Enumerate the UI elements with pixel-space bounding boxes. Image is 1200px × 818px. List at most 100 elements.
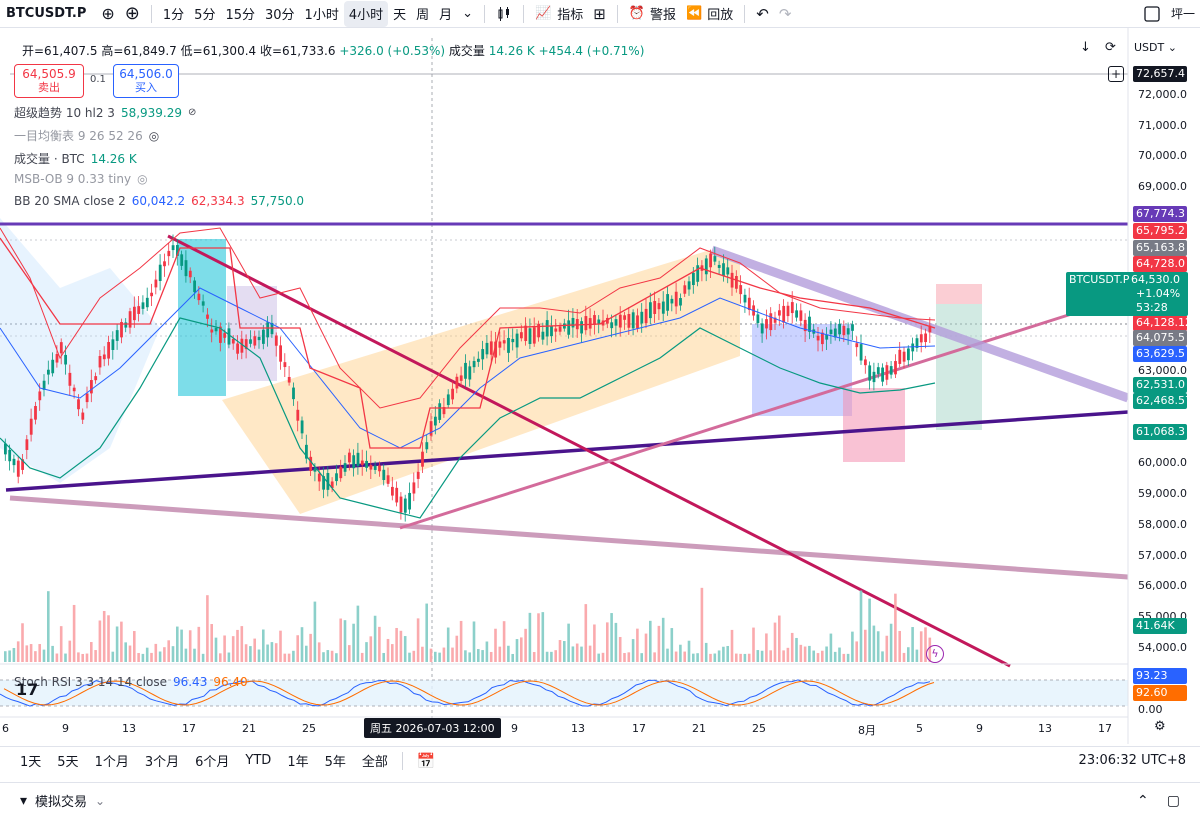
candle [799,310,803,321]
interval-1m[interactable]: 1分 [162,8,185,23]
volume-bar [421,646,424,662]
range-6m[interactable]: 6个月 [195,755,230,770]
range-1y[interactable]: 1年 [287,755,309,770]
volume-bar [120,621,123,662]
range-5d[interactable]: 5天 [57,755,79,770]
range-1d[interactable]: 1天 [20,755,42,770]
range-5y[interactable]: 5年 [324,755,346,770]
currency-selector[interactable]: USDT ⌄ [1134,41,1177,54]
volume-bar [507,645,510,662]
volume-bar [550,651,553,662]
redo-icon[interactable]: ↷ [778,4,792,23]
interval-month[interactable]: 月 [439,8,453,23]
layout-name[interactable]: 坪一 [1171,7,1196,21]
volume-bar [907,647,910,662]
layout-square-icon[interactable] [1138,1,1166,27]
maximize-icon[interactable]: ▢ [1166,792,1180,809]
candle [395,487,399,503]
candle [34,406,37,420]
lightning-icon[interactable]: ϟ [926,645,944,663]
add-symbol-button[interactable]: ⊕ [101,4,115,23]
sell-button[interactable]: 64,505.9 卖出 [14,64,84,98]
range-all[interactable]: 全部 [361,755,388,770]
footer-chevron-down-icon[interactable]: ⌄ [95,793,106,808]
interval-15m[interactable]: 15分 [225,8,255,23]
interval-1h[interactable]: 1小时 [304,8,339,23]
settings-gear-icon[interactable]: ⚙ [1154,719,1166,734]
indicators-button[interactable]: 📈 指标 [535,6,584,23]
volume-bar [253,638,256,662]
replay-button[interactable]: ⏪ 回放 [686,6,734,23]
interval-5m[interactable]: 5分 [194,8,216,23]
candle [825,334,829,340]
range-ytd[interactable]: YTD [245,753,272,768]
layouts-grid-icon[interactable]: ⊞ [593,4,606,23]
volume-bar [812,650,815,662]
candle [765,319,768,329]
volume-bar [799,644,803,662]
candle-type-icon[interactable] [491,1,517,27]
price-tag: 72,657.4 [1133,66,1187,82]
range-3m[interactable]: 3个月 [144,755,180,770]
candle [369,464,373,470]
stoch-rsi-legend[interactable]: Stoch RSI 3 3 14 14 close 96.43 96.40 [14,675,248,689]
volume-bar [270,642,274,662]
candle [644,308,648,324]
interval-dropdown-chevron-icon[interactable]: ⌄ [462,6,474,21]
range-1m[interactable]: 1个月 [94,755,129,770]
candle [498,341,502,348]
price-axis-label: 72,000.0 [1138,88,1187,101]
ichimoku-legend[interactable]: 一目均衡表 9 26 52 26 ◎ [14,128,160,144]
volume-bar [395,627,398,662]
volume-bar [696,653,699,662]
refresh-icon[interactable]: ⟳ [1105,40,1116,55]
volume-bar [679,644,682,662]
price-axis-label: 63,000.0 [1138,364,1187,378]
download-arrow-icon[interactable]: ↓ [1080,40,1091,55]
candle [481,349,485,360]
alert-button[interactable]: ⏰ 警报 [628,6,677,23]
compare-plus-icon[interactable]: ⊕ [124,3,140,24]
undo-icon[interactable]: ↶ [756,4,769,23]
volume-bar [335,653,338,662]
add-plus-icon[interactable]: + [1108,66,1124,82]
interval-week[interactable]: 周 [416,8,430,23]
volume-legend[interactable]: 成交量 · BTC 14.26 K [14,151,137,167]
interval-day[interactable]: 天 [393,8,407,23]
high-value: 高=61,849.7 [101,44,177,58]
price-chart[interactable] [0,28,1200,744]
candle [206,314,209,319]
buy-button[interactable]: 64,506.0 买入 [113,64,179,98]
candle [356,452,360,466]
volume-bar [231,636,235,662]
candle [429,421,433,436]
volume-bar [674,651,678,662]
symbol-selector[interactable]: BTCUSDT.P [6,6,87,21]
paper-trading-tab[interactable]: 模拟交易 [35,795,88,810]
expand-chevron-up-icon[interactable]: ⌃ [1137,792,1149,809]
chart-area[interactable]: 开=61,407.5 高=61,849.7 低=61,300.4 收=61,73… [0,28,1200,744]
interval-4h[interactable]: 4小时 [343,0,389,27]
volume-bar [477,649,480,662]
candle [692,272,695,286]
msb-ob-legend[interactable]: MSB-OB 9 0.33 tiny ◎ [14,172,148,186]
date-range-calendar-icon[interactable]: 📅 [416,751,436,770]
bb-legend[interactable]: BB 20 SMA close 2 60,042.2 62,334.3 57,7… [14,194,305,208]
candle [322,476,325,490]
eye-off-icon[interactable]: ⊘ [188,107,197,118]
candle [477,358,480,362]
candle [713,256,717,262]
price-tag: 65,795.2 [1133,223,1187,239]
candle [348,452,351,463]
volume-bar [545,651,549,662]
hidden-eye-icon[interactable]: ◎ [148,128,160,143]
candle [25,439,29,450]
interval-30m[interactable]: 30分 [265,8,295,23]
volume-bar [64,653,67,662]
supertrend-legend[interactable]: 超级趋势 10 hl2 3 58,939.29 ⊘ [14,105,197,121]
clock-timezone[interactable]: 23:06:32 UTC+8 [1078,753,1186,768]
volume-bar [778,615,781,662]
volume-bar [386,638,390,662]
hidden-eye-icon[interactable]: ◎ [137,172,148,186]
time-axis-label: 25 [302,722,316,735]
